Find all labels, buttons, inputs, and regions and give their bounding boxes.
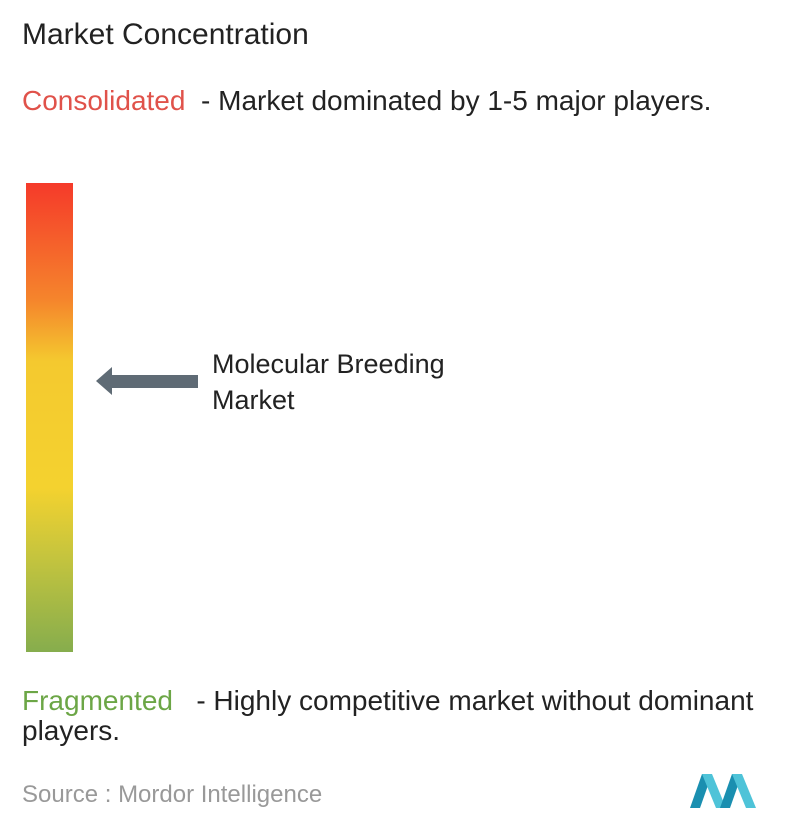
consolidated-label: Consolidated	[22, 85, 186, 116]
market-label: Molecular Breeding Market	[212, 349, 445, 415]
source: Source : Mordor Intelligence	[22, 781, 322, 809]
logo-part	[732, 774, 756, 808]
concentration-gradient	[26, 183, 73, 652]
arrow-shape	[96, 367, 198, 395]
fragmented-description: - Highly competitive market without domi…	[22, 685, 754, 746]
logo-part	[702, 774, 726, 808]
source-name: Mordor Intelligence	[118, 781, 323, 808]
consolidated-row: Consolidated - Market dominated by 1-5 m…	[22, 86, 787, 116]
arrow	[96, 367, 198, 395]
logo	[690, 774, 756, 808]
fragmented-label: Fragmented	[22, 685, 173, 716]
consolidated-description: - Market dominated by 1-5 major players.	[201, 85, 712, 116]
source-label: Source :	[22, 781, 112, 808]
title: Market Concentration	[22, 18, 309, 51]
fragmented-row: Fragmented - Highly competitive market w…	[22, 686, 787, 746]
